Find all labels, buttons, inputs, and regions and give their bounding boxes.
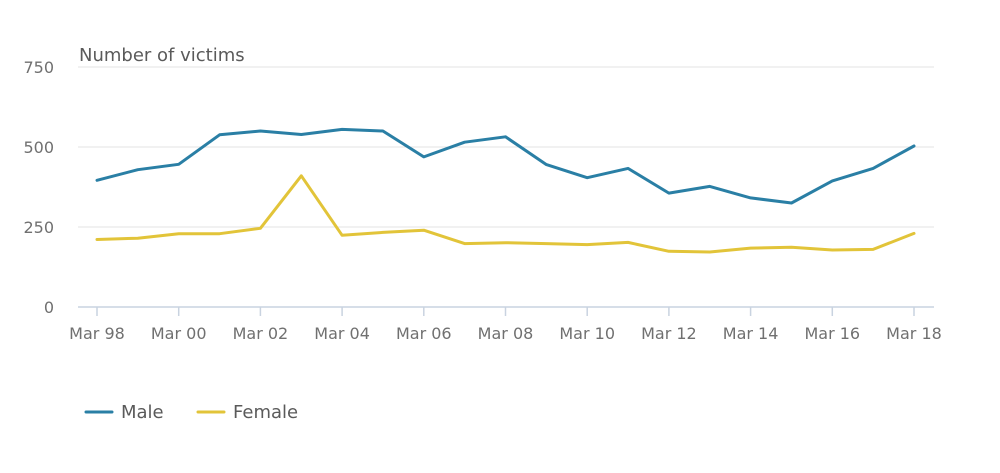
x-tick-label: Mar 98 — [69, 324, 125, 343]
x-tick-label: Mar 16 — [804, 324, 860, 343]
x-tick-label: Mar 04 — [314, 324, 370, 343]
x-tick-label: Mar 12 — [641, 324, 697, 343]
legend-label-male: Male — [121, 402, 164, 423]
x-axis: Mar 98 Mar 00 Mar 02 Mar 04 Mar 06 Mar 08 Mar … — [69, 306, 942, 343]
x-tick-label: Mar 02 — [233, 324, 289, 343]
y-tick-label: 0 — [44, 298, 54, 317]
series-line-female — [95, 174, 916, 254]
y-tick-label: 250 — [23, 218, 54, 237]
series-line-male — [95, 127, 916, 205]
y-tick-label: 750 — [23, 58, 54, 77]
x-tick-label: Mar 08 — [478, 324, 534, 343]
y-axis-title: Number of victims — [79, 45, 245, 66]
y-tick-label: 500 — [23, 138, 54, 157]
x-tick-label: Mar 10 — [559, 324, 615, 343]
x-tick-label: Mar 06 — [396, 324, 452, 343]
series-lines — [95, 127, 916, 254]
x-tick-label: Mar 18 — [886, 324, 942, 343]
gridlines — [78, 66, 934, 228]
y-axis-ticks: 0 250 500 750 — [23, 58, 54, 317]
x-tick-label: Mar 14 — [723, 324, 779, 343]
legend: Male Female — [84, 402, 298, 423]
legend-label-female: Female — [233, 402, 298, 423]
x-tick-label: Mar 00 — [151, 324, 207, 343]
